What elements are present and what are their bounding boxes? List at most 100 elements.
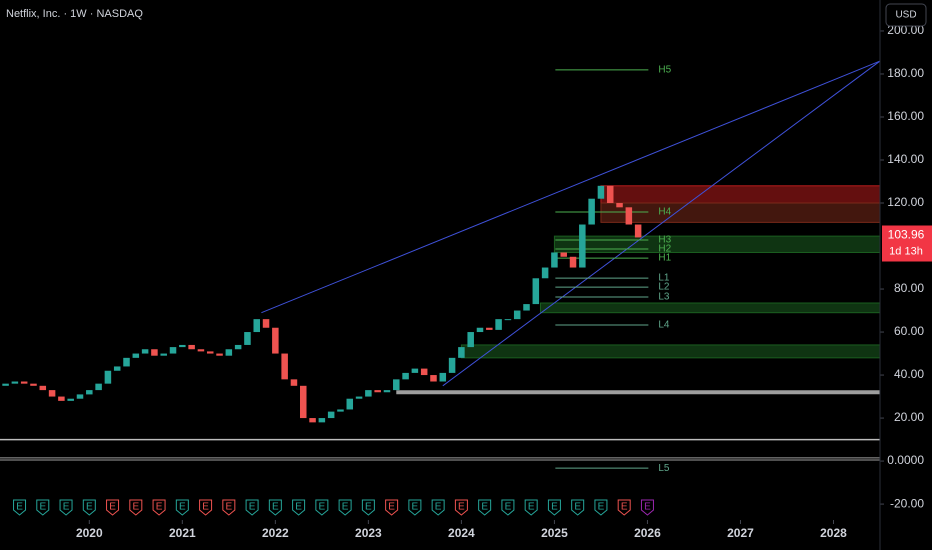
earnings-label: E [435, 502, 442, 513]
earnings-icon [524, 499, 538, 516]
chart-title: Netflix, Inc. · 1W · NASDAQ [6, 8, 143, 20]
candle [95, 383, 102, 391]
candle [188, 344, 195, 350]
earnings-icon [106, 499, 120, 516]
candle [420, 368, 428, 376]
earnings-marker: E [129, 499, 143, 516]
earnings-marker: E [547, 499, 561, 516]
earnings-marker: E [361, 499, 375, 516]
candle [551, 252, 558, 268]
trend-line [442, 60, 881, 387]
x-tick-label: 2028 [820, 526, 847, 540]
candle [86, 390, 93, 395]
candle [346, 398, 354, 410]
earnings-icon [408, 499, 422, 516]
earnings-label: E [365, 502, 372, 513]
candle [309, 418, 316, 423]
y-tick-label: 180.00 [887, 66, 924, 80]
candle [123, 357, 130, 367]
candle [113, 366, 121, 371]
earnings-icon [431, 499, 445, 516]
candle [569, 256, 577, 268]
zone [553, 235, 881, 253]
earnings-marker: E [82, 499, 96, 516]
earnings-label: E [63, 502, 70, 513]
candle [411, 368, 419, 373]
earnings-icon [501, 499, 515, 516]
y-tick-label: 20.00 [894, 410, 924, 424]
candle [513, 310, 521, 320]
earnings-label: E [179, 502, 186, 513]
earnings-icon [617, 499, 631, 516]
earnings-marker: E [571, 499, 585, 516]
candle [625, 207, 633, 225]
candle [197, 349, 205, 352]
candle [355, 396, 363, 399]
level-label: L5 [658, 463, 670, 474]
earnings-icon [13, 499, 27, 516]
earnings-marker: E [106, 499, 120, 516]
price-label: 103.96 [888, 228, 925, 242]
y-tick-label: 200.00 [887, 23, 924, 37]
y-tick-label: 120.00 [887, 195, 924, 209]
candle [579, 224, 586, 268]
earnings-icon [175, 499, 189, 516]
candle [290, 379, 298, 386]
earnings-label: E [132, 502, 139, 513]
zone [460, 344, 881, 359]
earnings-icon [594, 499, 608, 516]
earnings-label: E [644, 502, 651, 513]
earnings-icon [59, 499, 73, 516]
earnings-marker: E [59, 499, 73, 516]
currency-label[interactable]: USD [895, 10, 916, 21]
earnings-icon [640, 499, 654, 516]
candle [495, 319, 502, 330]
earnings-marker: E [268, 499, 282, 516]
candle [216, 353, 223, 356]
earnings-label: E [272, 502, 279, 513]
earnings-label: E [621, 502, 628, 513]
candle [560, 252, 567, 257]
x-tick-label: 2027 [727, 526, 754, 540]
candle [179, 344, 186, 348]
x-tick-label: 2026 [634, 526, 661, 540]
trend-line [261, 60, 881, 314]
earnings-icon [268, 499, 282, 516]
candle [244, 332, 251, 345]
earnings-icon [222, 499, 236, 516]
candle [430, 375, 437, 382]
earnings-marker: E [408, 499, 422, 516]
earnings-label: E [412, 502, 419, 513]
earnings-marker: E [152, 499, 166, 516]
earnings-marker: E [199, 499, 213, 516]
zone [539, 302, 881, 314]
y-tick-label: 80.00 [894, 281, 924, 295]
y-tick-label: 60.00 [894, 324, 924, 338]
candle [393, 379, 400, 391]
earnings-marker: E [338, 499, 352, 516]
earnings-icon [245, 499, 259, 516]
earnings-marker: E [222, 499, 236, 516]
earnings-marker: E [13, 499, 27, 516]
price-box [882, 225, 932, 262]
candle [169, 347, 177, 354]
y-tick-label: 40.00 [894, 367, 924, 381]
x-tick-label: 2023 [355, 526, 382, 540]
candle [541, 267, 549, 279]
earnings-label: E [16, 502, 23, 513]
candle [597, 185, 605, 199]
currency-button[interactable] [885, 3, 927, 27]
level-label: H3 [658, 235, 671, 246]
candle [327, 411, 335, 419]
x-tick-label: 2024 [448, 526, 475, 540]
candle [616, 203, 623, 208]
x-tick-label: 2020 [76, 526, 103, 540]
candle [141, 349, 149, 354]
earnings-marker: E [501, 499, 515, 516]
candle [160, 353, 167, 356]
candle [532, 278, 540, 305]
earnings-marker: E [385, 499, 399, 516]
earnings-label: E [388, 502, 395, 513]
earnings-label: E [574, 502, 581, 513]
earnings-label: E [528, 502, 535, 513]
